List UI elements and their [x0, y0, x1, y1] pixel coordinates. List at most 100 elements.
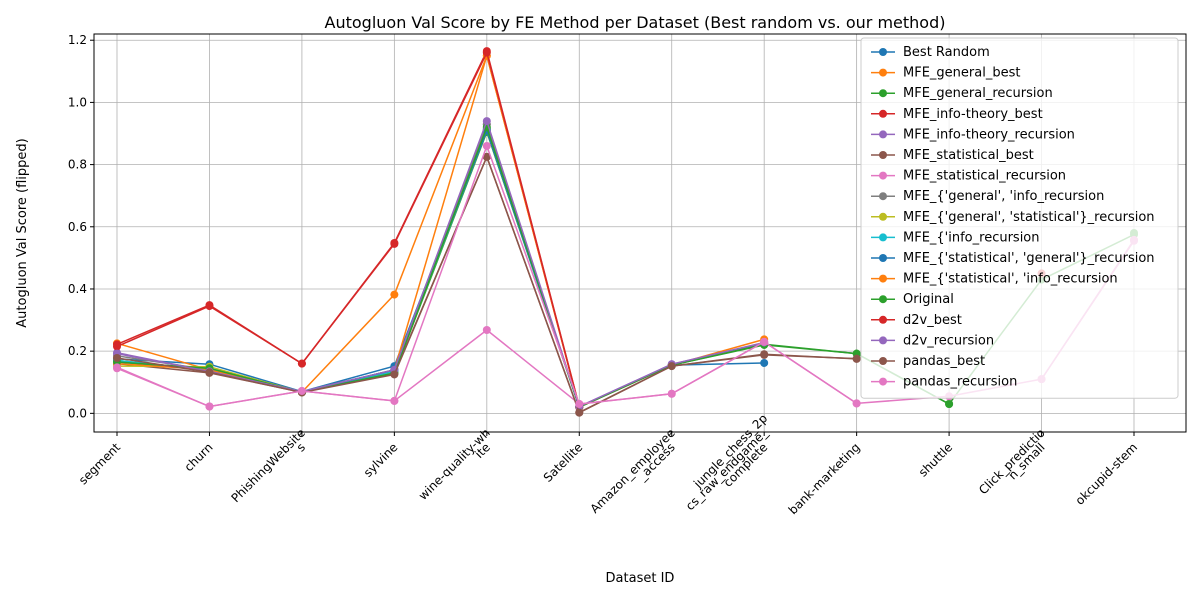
- x-tick-label-line: wine-quality-wh: [416, 426, 493, 503]
- legend-entry: MFE_{'general', 'info_recursion: [871, 189, 1104, 204]
- legend-label: MFE_statistical_best: [903, 148, 1034, 163]
- x-tick-label: Amazon_employee_access: [588, 426, 678, 516]
- x-tick-label-line: shuttle: [916, 440, 955, 479]
- data-point: [113, 342, 121, 351]
- legend-label: MFE_{'statistical', 'info_recursion: [903, 272, 1118, 287]
- legend-entry: MFE_info-theory_best: [871, 107, 1043, 122]
- legend-swatch-marker: [879, 212, 887, 221]
- legend-entry: MFE_statistical_recursion: [871, 169, 1066, 184]
- legend-swatch-marker: [879, 48, 887, 56]
- chart-title: Autogluon Val Score by FE Method per Dat…: [325, 13, 946, 32]
- legend-label: Original: [903, 292, 954, 307]
- data-point: [482, 152, 491, 161]
- legend-entry: pandas_best: [871, 354, 985, 369]
- data-point: [482, 326, 491, 335]
- x-tick-label: Satellite: [541, 440, 586, 485]
- x-tick-label-line: bank-marketing: [786, 440, 863, 517]
- legend-entry: MFE_general_recursion: [871, 86, 1053, 101]
- legend-frame: [860, 37, 1179, 399]
- x-tick-label-line: segment: [76, 440, 123, 487]
- legend-label: MFE_general_best: [903, 66, 1020, 81]
- data-point: [297, 386, 306, 395]
- x-tick-label: bank-marketing: [786, 440, 863, 517]
- x-tick-label-line: churn: [182, 440, 216, 474]
- legend-swatch-marker: [879, 130, 887, 139]
- legend-swatch-marker: [879, 274, 887, 283]
- y-tick-label: 0.2: [68, 344, 87, 358]
- x-tick-label-line: okcupid-stem: [1073, 440, 1140, 507]
- series-line: [116, 118, 765, 408]
- data-point: [760, 358, 769, 367]
- legend-swatch-marker: [879, 254, 887, 262]
- data-point: [390, 290, 399, 299]
- data-point: [390, 239, 399, 248]
- data-point: [575, 408, 584, 417]
- data-point: [575, 400, 584, 409]
- legend-swatch-marker: [879, 89, 887, 98]
- legend-label: MFE_info-theory_recursion: [903, 127, 1075, 142]
- legend-label: MFE_{'info_recursion: [903, 230, 1040, 245]
- x-tick-label: sylvine: [361, 440, 401, 480]
- data-point: [945, 400, 954, 409]
- data-point: [667, 389, 676, 398]
- y-tick-label: 0.4: [68, 282, 87, 296]
- x-tick-label-line: Amazon_employee: [588, 426, 678, 516]
- legend-swatch-marker: [879, 295, 887, 304]
- legend-entry: MFE_info-theory_recursion: [871, 127, 1075, 142]
- data-point: [390, 370, 399, 379]
- legend-swatch-marker: [879, 109, 887, 118]
- legend-swatch-marker: [879, 315, 887, 324]
- legend-entry: Original: [871, 292, 954, 307]
- data-point: [205, 368, 214, 377]
- x-tick-label-line: Satellite: [541, 440, 586, 485]
- legend-label: pandas_best: [903, 354, 985, 369]
- legend-entry: d2v_best: [871, 313, 962, 328]
- legend-entry: MFE_{'general', 'statistical'}_recursion: [871, 210, 1155, 225]
- y-tick-label: 0.8: [68, 158, 87, 172]
- series-line: [116, 50, 580, 408]
- y-tick-label: 1.0: [68, 95, 87, 109]
- data-point: [482, 141, 491, 150]
- legend-entry: d2v_recursion: [871, 333, 994, 348]
- x-tick-label: segment: [76, 440, 123, 487]
- legend-entry: Best Random: [871, 45, 990, 60]
- series-1: [113, 51, 769, 412]
- legend-entry: MFE_statistical_best: [871, 148, 1034, 163]
- plot-frame: [93, 33, 1187, 433]
- legend-entry: MFE_{'statistical', 'general'}_recursion: [871, 251, 1155, 266]
- legend-label: d2v_best: [903, 313, 962, 328]
- x-tick-label-line: Click_predictio: [976, 426, 1048, 498]
- legend-label: MFE_{'general', 'statistical'}_recursion: [903, 210, 1155, 225]
- legend-swatch-marker: [879, 171, 887, 180]
- legend-label: MFE_{'general', 'info_recursion: [903, 189, 1104, 204]
- data-point: [205, 402, 214, 411]
- legend-swatch-marker: [879, 192, 887, 201]
- x-tick-label: okcupid-stem: [1073, 440, 1140, 507]
- data-point: [852, 399, 861, 408]
- legend-label: d2v_recursion: [903, 333, 994, 348]
- y-tick-label: 1.2: [68, 33, 87, 47]
- data-point: [760, 337, 769, 346]
- x-tick-label: shuttle: [916, 440, 955, 479]
- x-tick-label-line: PhishingWebsite: [229, 426, 309, 506]
- legend-swatch-marker: [879, 336, 887, 345]
- legend-entry: MFE_{'info_recursion: [871, 230, 1040, 245]
- x-axis-label: Dataset ID: [606, 571, 675, 586]
- legend-label: Best Random: [903, 45, 990, 60]
- data-point: [482, 117, 491, 126]
- x-tick-label: churn: [182, 440, 216, 474]
- legend-swatch-marker: [879, 68, 887, 77]
- legend-label: MFE_{'statistical', 'general'}_recursion: [903, 251, 1155, 266]
- legend: Best Random MFE_general_best MFE_general_r…: [860, 37, 1179, 399]
- legend-entry: MFE_general_best: [871, 66, 1020, 81]
- data-point: [297, 359, 306, 368]
- legend-label: MFE_general_recursion: [903, 86, 1053, 101]
- data-point: [205, 302, 214, 311]
- legend-swatch-marker: [879, 377, 887, 386]
- series-layer: [113, 47, 1138, 417]
